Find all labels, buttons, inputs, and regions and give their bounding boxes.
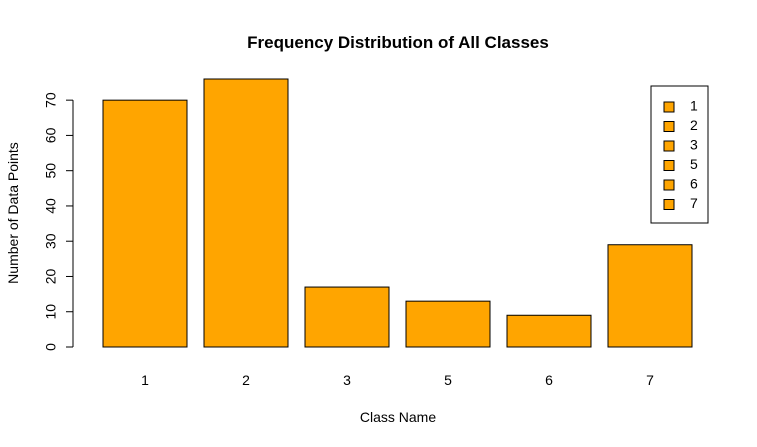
legend-label: 7 bbox=[690, 195, 698, 211]
y-tick-label: 60 bbox=[43, 127, 59, 143]
bar-7 bbox=[607, 244, 693, 348]
legend-swatch bbox=[663, 179, 675, 191]
x-axis-label: Class Name bbox=[360, 409, 436, 425]
y-axis-label: Number of Data Points bbox=[5, 142, 21, 284]
y-tick-label: 70 bbox=[43, 92, 59, 108]
y-tick-label: 40 bbox=[43, 198, 59, 214]
legend-label: 6 bbox=[690, 176, 698, 192]
bar-6 bbox=[506, 314, 592, 348]
y-tick-label: 50 bbox=[43, 163, 59, 179]
chart-title: Frequency Distribution of All Classes bbox=[247, 33, 549, 52]
bars-group bbox=[102, 78, 693, 348]
x-tick-labels: 1 2 3 5 6 7 bbox=[141, 372, 654, 388]
y-tick-label: 30 bbox=[43, 233, 59, 249]
bar-1 bbox=[102, 99, 188, 348]
legend-label: 1 bbox=[690, 98, 698, 114]
legend-label: 3 bbox=[690, 137, 698, 153]
x-tick-label: 2 bbox=[242, 372, 250, 388]
y-tick-label: 10 bbox=[43, 304, 59, 320]
legend-swatch bbox=[663, 160, 675, 171]
bar-5 bbox=[405, 300, 491, 348]
x-tick-label: 1 bbox=[141, 372, 149, 388]
x-tick-label: 6 bbox=[545, 372, 553, 388]
x-tick-label: 7 bbox=[646, 372, 654, 388]
y-tick-label: 0 bbox=[43, 343, 59, 351]
y-tick-label: 20 bbox=[43, 268, 59, 284]
y-axis: 0 10 20 30 40 50 60 70 bbox=[43, 92, 74, 351]
legend: 1 2 3 5 6 7 bbox=[650, 85, 709, 224]
x-tick-label: 3 bbox=[343, 372, 351, 388]
x-tick-label: 5 bbox=[444, 372, 452, 388]
legend-label: 5 bbox=[690, 156, 698, 172]
legend-swatch bbox=[663, 101, 675, 113]
legend-swatch bbox=[663, 140, 675, 152]
legend-swatch bbox=[663, 121, 675, 132]
legend-frame bbox=[650, 85, 709, 224]
legend-swatch bbox=[663, 199, 675, 210]
bar-2 bbox=[203, 78, 289, 348]
legend-label: 2 bbox=[690, 117, 698, 133]
bar-3 bbox=[304, 286, 390, 348]
